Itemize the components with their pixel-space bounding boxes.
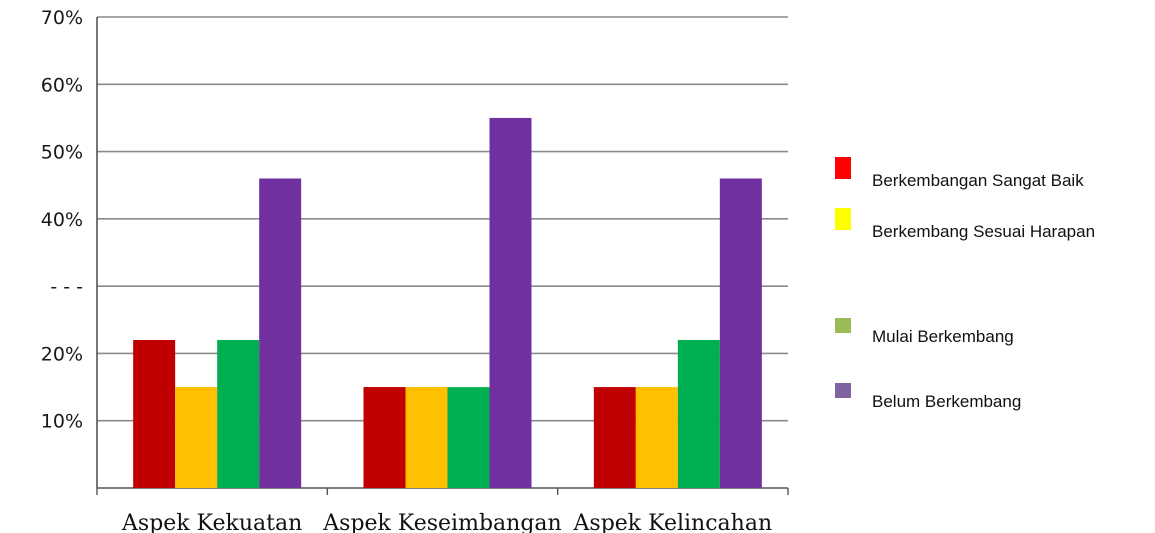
legend-swatch — [835, 157, 851, 179]
bar — [175, 387, 218, 488]
y-tick-label: - - - — [50, 276, 83, 298]
bar — [405, 387, 448, 488]
bar — [133, 339, 176, 488]
bar — [259, 178, 302, 488]
bar — [447, 387, 490, 488]
y-tick-label: 10% — [41, 411, 83, 433]
bar — [217, 339, 260, 488]
x-tick-label: Aspek Keseimbangan — [322, 511, 561, 533]
legend-label: Berkembangan Sangat Baik — [872, 171, 1084, 190]
y-tick-label: 70% — [41, 7, 83, 29]
bars — [133, 117, 762, 488]
legend-swatch — [835, 208, 851, 230]
legend-label: Belum Berkembang — [872, 392, 1021, 411]
bar — [719, 178, 762, 488]
y-axis-ticks: 10% 20% - - - 40% 50% 60% 70% — [41, 7, 83, 433]
bar — [363, 387, 406, 488]
x-axis-ticks: Aspek Kekuatan Aspek Keseimbangan Aspek Ke… — [121, 511, 772, 533]
y-tick-label: 20% — [41, 343, 83, 365]
y-tick-label: 50% — [41, 142, 83, 164]
legend-swatch — [835, 318, 851, 333]
bar — [489, 117, 532, 488]
gridlines — [97, 16, 788, 422]
bar — [677, 339, 720, 488]
x-tick-label: Aspek Kelincahan — [573, 511, 773, 533]
bar — [635, 387, 678, 488]
legend-label: Berkembang Sesuai Harapan — [872, 222, 1095, 241]
y-tick-label: 40% — [41, 209, 83, 231]
legend: Berkembangan Sangat Baik Berkembang Sesua… — [835, 157, 1095, 411]
bar — [593, 387, 636, 488]
y-tick-label: 60% — [41, 74, 83, 96]
x-tick-label: Aspek Kekuatan — [121, 511, 302, 533]
legend-swatch — [835, 383, 851, 398]
legend-label: Mulai Berkembang — [872, 327, 1014, 346]
